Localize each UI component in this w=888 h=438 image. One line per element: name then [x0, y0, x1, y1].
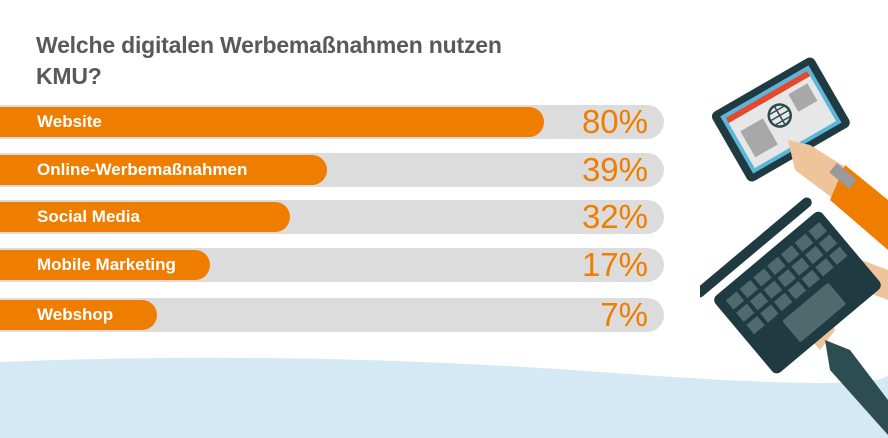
bar-track: Webshop 7% [0, 296, 664, 333]
bar-track: Mobile Marketing 17% [0, 246, 664, 283]
tablet-globe-icon [711, 57, 850, 182]
category-label: Online-Werbemaßnahmen [37, 160, 248, 179]
value-label: 80% [581, 103, 648, 140]
category-label: Website [37, 112, 102, 131]
value-label: 7% [600, 296, 648, 333]
value-label: 17% [581, 246, 648, 283]
bar [0, 300, 158, 330]
bar [0, 155, 327, 185]
bar [0, 250, 211, 280]
value-label: 39% [581, 151, 648, 188]
category-label: Social Media [37, 207, 140, 226]
bar-track: Social Media 32% [0, 198, 664, 235]
bar-track: Online-Werbemaßnahmen 39% [0, 151, 664, 188]
category-label: Mobile Marketing [37, 255, 176, 274]
chart-title: Welche digitalen Werbemaßnahmen nutzen K… [36, 32, 502, 89]
bar-track: Website 80% [0, 103, 664, 140]
tablet-laptop-illustration [700, 57, 888, 435]
bar [0, 107, 544, 137]
bar [0, 202, 290, 232]
value-label: 32% [581, 198, 648, 235]
category-label: Webshop [37, 305, 114, 324]
laptop-keyboard-icon [700, 197, 881, 374]
